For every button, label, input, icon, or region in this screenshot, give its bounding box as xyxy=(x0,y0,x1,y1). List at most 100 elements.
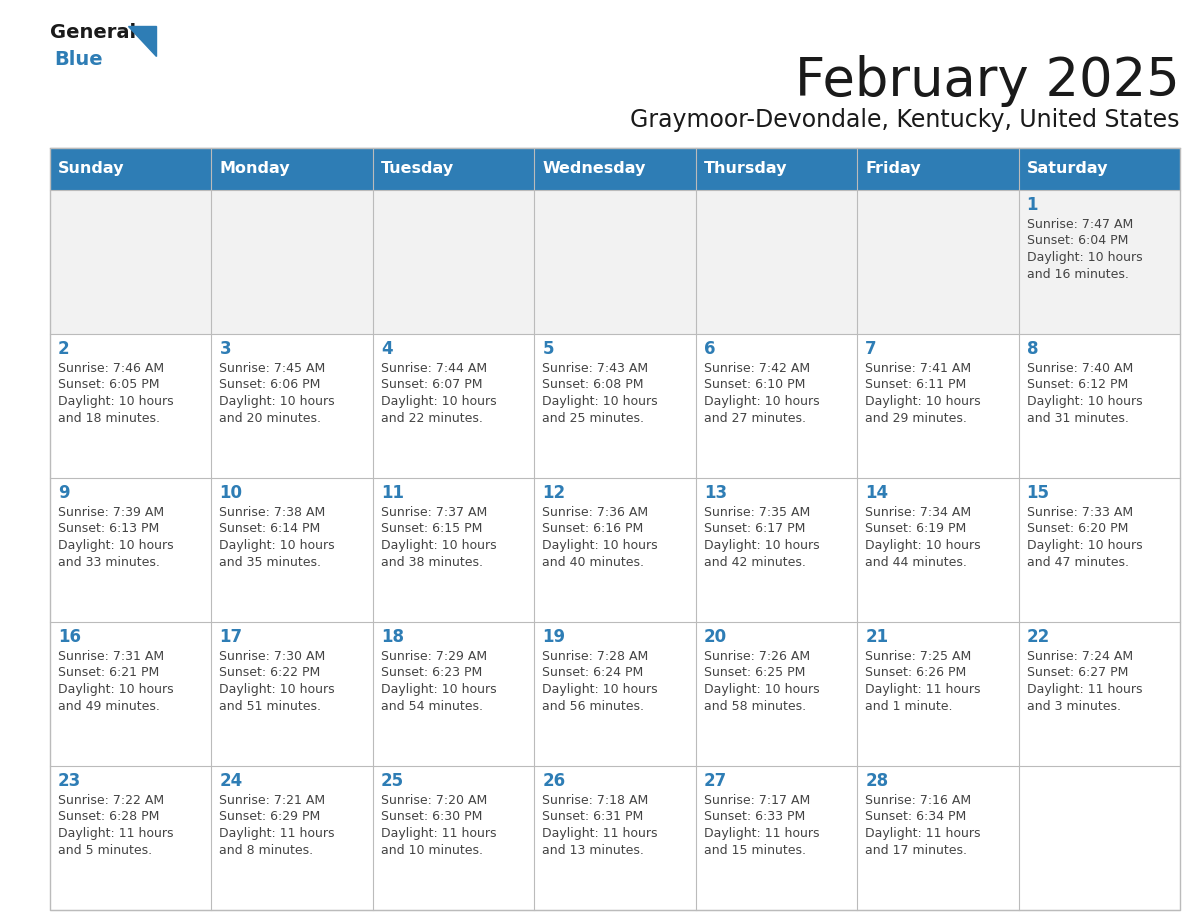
Text: 21: 21 xyxy=(865,628,889,646)
Text: Sunrise: 7:35 AM
Sunset: 6:17 PM
Daylight: 10 hours
and 42 minutes.: Sunrise: 7:35 AM Sunset: 6:17 PM Dayligh… xyxy=(703,506,820,568)
Bar xyxy=(373,478,535,622)
Text: 25: 25 xyxy=(381,772,404,790)
Bar xyxy=(858,766,1018,910)
Text: Sunrise: 7:44 AM
Sunset: 6:07 PM
Daylight: 10 hours
and 22 minutes.: Sunrise: 7:44 AM Sunset: 6:07 PM Dayligh… xyxy=(381,362,497,424)
Bar xyxy=(858,334,1018,478)
Bar xyxy=(535,622,696,766)
Text: 1: 1 xyxy=(1026,196,1038,214)
Bar xyxy=(373,334,535,478)
Bar xyxy=(50,148,1180,190)
Text: Graymoor-Devondale, Kentucky, United States: Graymoor-Devondale, Kentucky, United Sta… xyxy=(631,108,1180,132)
Text: Sunrise: 7:21 AM
Sunset: 6:29 PM
Daylight: 11 hours
and 8 minutes.: Sunrise: 7:21 AM Sunset: 6:29 PM Dayligh… xyxy=(220,794,335,856)
Bar xyxy=(1018,622,1180,766)
Bar xyxy=(50,190,211,334)
Text: Sunrise: 7:40 AM
Sunset: 6:12 PM
Daylight: 10 hours
and 31 minutes.: Sunrise: 7:40 AM Sunset: 6:12 PM Dayligh… xyxy=(1026,362,1142,424)
Bar xyxy=(858,478,1018,622)
Bar xyxy=(373,190,535,334)
Text: Sunrise: 7:29 AM
Sunset: 6:23 PM
Daylight: 10 hours
and 54 minutes.: Sunrise: 7:29 AM Sunset: 6:23 PM Dayligh… xyxy=(381,650,497,712)
Bar xyxy=(211,478,373,622)
Text: Saturday: Saturday xyxy=(1026,162,1108,176)
Bar xyxy=(1018,766,1180,910)
Text: Sunrise: 7:38 AM
Sunset: 6:14 PM
Daylight: 10 hours
and 35 minutes.: Sunrise: 7:38 AM Sunset: 6:14 PM Dayligh… xyxy=(220,506,335,568)
Text: 7: 7 xyxy=(865,340,877,358)
Bar xyxy=(1018,478,1180,622)
Text: 28: 28 xyxy=(865,772,889,790)
Text: 23: 23 xyxy=(58,772,81,790)
Text: Friday: Friday xyxy=(865,162,921,176)
Text: Sunrise: 7:45 AM
Sunset: 6:06 PM
Daylight: 10 hours
and 20 minutes.: Sunrise: 7:45 AM Sunset: 6:06 PM Dayligh… xyxy=(220,362,335,424)
Text: 18: 18 xyxy=(381,628,404,646)
Text: 22: 22 xyxy=(1026,628,1050,646)
Bar xyxy=(373,766,535,910)
Bar xyxy=(1018,190,1180,334)
Text: 4: 4 xyxy=(381,340,392,358)
Text: 26: 26 xyxy=(542,772,565,790)
Text: 16: 16 xyxy=(58,628,81,646)
Text: Tuesday: Tuesday xyxy=(381,162,454,176)
Text: 6: 6 xyxy=(703,340,715,358)
Text: 24: 24 xyxy=(220,772,242,790)
Text: General: General xyxy=(50,23,137,42)
Bar xyxy=(696,622,858,766)
Text: 3: 3 xyxy=(220,340,230,358)
Bar xyxy=(50,766,211,910)
Text: Sunday: Sunday xyxy=(58,162,125,176)
Text: Sunrise: 7:17 AM
Sunset: 6:33 PM
Daylight: 11 hours
and 15 minutes.: Sunrise: 7:17 AM Sunset: 6:33 PM Dayligh… xyxy=(703,794,820,856)
Text: Sunrise: 7:46 AM
Sunset: 6:05 PM
Daylight: 10 hours
and 18 minutes.: Sunrise: 7:46 AM Sunset: 6:05 PM Dayligh… xyxy=(58,362,173,424)
Text: 9: 9 xyxy=(58,484,70,502)
Bar xyxy=(211,334,373,478)
Bar xyxy=(1018,334,1180,478)
Bar xyxy=(696,766,858,910)
Bar xyxy=(211,190,373,334)
Bar xyxy=(50,148,1180,910)
Text: Thursday: Thursday xyxy=(703,162,788,176)
Text: Sunrise: 7:43 AM
Sunset: 6:08 PM
Daylight: 10 hours
and 25 minutes.: Sunrise: 7:43 AM Sunset: 6:08 PM Dayligh… xyxy=(542,362,658,424)
Bar xyxy=(535,478,696,622)
Bar xyxy=(50,478,211,622)
Text: Sunrise: 7:24 AM
Sunset: 6:27 PM
Daylight: 11 hours
and 3 minutes.: Sunrise: 7:24 AM Sunset: 6:27 PM Dayligh… xyxy=(1026,650,1142,712)
Text: 11: 11 xyxy=(381,484,404,502)
Text: Sunrise: 7:20 AM
Sunset: 6:30 PM
Daylight: 11 hours
and 10 minutes.: Sunrise: 7:20 AM Sunset: 6:30 PM Dayligh… xyxy=(381,794,497,856)
Text: February 2025: February 2025 xyxy=(795,55,1180,107)
Text: 27: 27 xyxy=(703,772,727,790)
Text: 19: 19 xyxy=(542,628,565,646)
Polygon shape xyxy=(128,26,156,56)
Text: Sunrise: 7:22 AM
Sunset: 6:28 PM
Daylight: 11 hours
and 5 minutes.: Sunrise: 7:22 AM Sunset: 6:28 PM Dayligh… xyxy=(58,794,173,856)
Text: Sunrise: 7:26 AM
Sunset: 6:25 PM
Daylight: 10 hours
and 58 minutes.: Sunrise: 7:26 AM Sunset: 6:25 PM Dayligh… xyxy=(703,650,820,712)
Text: Sunrise: 7:18 AM
Sunset: 6:31 PM
Daylight: 11 hours
and 13 minutes.: Sunrise: 7:18 AM Sunset: 6:31 PM Dayligh… xyxy=(542,794,658,856)
Text: Monday: Monday xyxy=(220,162,290,176)
Text: Sunrise: 7:37 AM
Sunset: 6:15 PM
Daylight: 10 hours
and 38 minutes.: Sunrise: 7:37 AM Sunset: 6:15 PM Dayligh… xyxy=(381,506,497,568)
Text: 20: 20 xyxy=(703,628,727,646)
Text: Sunrise: 7:25 AM
Sunset: 6:26 PM
Daylight: 11 hours
and 1 minute.: Sunrise: 7:25 AM Sunset: 6:26 PM Dayligh… xyxy=(865,650,980,712)
Text: Sunrise: 7:34 AM
Sunset: 6:19 PM
Daylight: 10 hours
and 44 minutes.: Sunrise: 7:34 AM Sunset: 6:19 PM Dayligh… xyxy=(865,506,981,568)
Text: Sunrise: 7:28 AM
Sunset: 6:24 PM
Daylight: 10 hours
and 56 minutes.: Sunrise: 7:28 AM Sunset: 6:24 PM Dayligh… xyxy=(542,650,658,712)
Bar xyxy=(211,622,373,766)
Text: 13: 13 xyxy=(703,484,727,502)
Text: 10: 10 xyxy=(220,484,242,502)
Bar xyxy=(858,622,1018,766)
Bar xyxy=(535,766,696,910)
Text: Sunrise: 7:31 AM
Sunset: 6:21 PM
Daylight: 10 hours
and 49 minutes.: Sunrise: 7:31 AM Sunset: 6:21 PM Dayligh… xyxy=(58,650,173,712)
Bar xyxy=(696,190,858,334)
Text: Sunrise: 7:47 AM
Sunset: 6:04 PM
Daylight: 10 hours
and 16 minutes.: Sunrise: 7:47 AM Sunset: 6:04 PM Dayligh… xyxy=(1026,218,1142,281)
Bar xyxy=(696,334,858,478)
Text: Sunrise: 7:30 AM
Sunset: 6:22 PM
Daylight: 10 hours
and 51 minutes.: Sunrise: 7:30 AM Sunset: 6:22 PM Dayligh… xyxy=(220,650,335,712)
Bar xyxy=(50,622,211,766)
Bar xyxy=(858,190,1018,334)
Text: 5: 5 xyxy=(542,340,554,358)
Bar xyxy=(696,478,858,622)
Text: Sunrise: 7:42 AM
Sunset: 6:10 PM
Daylight: 10 hours
and 27 minutes.: Sunrise: 7:42 AM Sunset: 6:10 PM Dayligh… xyxy=(703,362,820,424)
Text: Sunrise: 7:33 AM
Sunset: 6:20 PM
Daylight: 10 hours
and 47 minutes.: Sunrise: 7:33 AM Sunset: 6:20 PM Dayligh… xyxy=(1026,506,1142,568)
Text: 15: 15 xyxy=(1026,484,1049,502)
Bar xyxy=(211,766,373,910)
Text: Sunrise: 7:36 AM
Sunset: 6:16 PM
Daylight: 10 hours
and 40 minutes.: Sunrise: 7:36 AM Sunset: 6:16 PM Dayligh… xyxy=(542,506,658,568)
Text: 2: 2 xyxy=(58,340,70,358)
Text: Blue: Blue xyxy=(53,50,102,69)
Text: 8: 8 xyxy=(1026,340,1038,358)
Text: Sunrise: 7:39 AM
Sunset: 6:13 PM
Daylight: 10 hours
and 33 minutes.: Sunrise: 7:39 AM Sunset: 6:13 PM Dayligh… xyxy=(58,506,173,568)
Text: 14: 14 xyxy=(865,484,889,502)
Bar xyxy=(50,334,211,478)
Text: Wednesday: Wednesday xyxy=(542,162,645,176)
Text: Sunrise: 7:16 AM
Sunset: 6:34 PM
Daylight: 11 hours
and 17 minutes.: Sunrise: 7:16 AM Sunset: 6:34 PM Dayligh… xyxy=(865,794,980,856)
Text: Sunrise: 7:41 AM
Sunset: 6:11 PM
Daylight: 10 hours
and 29 minutes.: Sunrise: 7:41 AM Sunset: 6:11 PM Dayligh… xyxy=(865,362,981,424)
